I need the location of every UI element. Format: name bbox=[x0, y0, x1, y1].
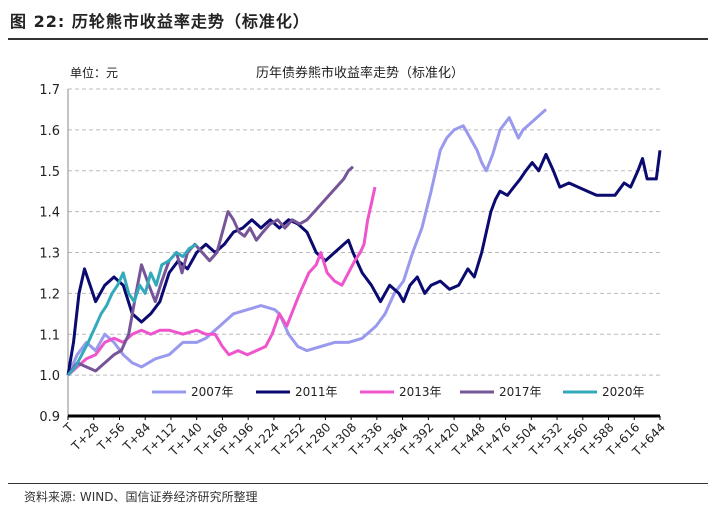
y-tick-label: 1.5 bbox=[39, 165, 60, 180]
figure-title: 图 22: 历轮熊市收益率走势（标准化） bbox=[10, 8, 310, 32]
grid-lines bbox=[67, 88, 660, 418]
y-tick-label: 0.9 bbox=[39, 410, 60, 425]
legend-label-5: 2020年 bbox=[602, 385, 645, 399]
source-note: 资料来源: WIND、国信证券经济研究所整理 bbox=[24, 490, 258, 504]
legend: 2007年 2011年 2013年 2017年 2020年 bbox=[152, 385, 645, 399]
unit-label: 单位：元 bbox=[70, 65, 118, 80]
top-rule bbox=[8, 38, 708, 40]
y-tick-label: 1.0 bbox=[39, 369, 60, 384]
series-line-1 bbox=[66, 108, 547, 376]
legend-label-2: 2011年 bbox=[295, 385, 338, 399]
series-lines bbox=[66, 108, 662, 377]
x-tick-label: T+56 bbox=[94, 420, 128, 454]
legend-label-3: 2013年 bbox=[399, 385, 442, 399]
y-tick-label: 1.4 bbox=[39, 206, 60, 221]
y-tick-label: 1.3 bbox=[39, 247, 60, 262]
series-line-4 bbox=[66, 165, 354, 377]
y-tick-label: 1.7 bbox=[39, 83, 60, 98]
y-tick-label: 1.1 bbox=[39, 328, 60, 343]
x-axis-ticks: TT+28T+56T+84T+112T+140T+168T+196T+224T+… bbox=[60, 416, 668, 459]
series-line-2 bbox=[66, 150, 662, 376]
chart-title: 历年债券熊市收益率走势（标准化） bbox=[256, 65, 464, 81]
series-line-5 bbox=[66, 242, 198, 377]
x-tick-label: T+28 bbox=[68, 420, 102, 454]
y-tick-label: 1.2 bbox=[39, 287, 60, 302]
legend-label-4: 2017年 bbox=[499, 385, 542, 399]
bottom-rule bbox=[8, 483, 708, 484]
legend-label-1: 2007年 bbox=[191, 385, 234, 399]
figure-title-text: 历轮熊市收益率走势（标准化） bbox=[71, 12, 310, 31]
x-tick-label: T bbox=[60, 420, 76, 436]
y-axis-ticks: 0.9 1.0 1.1 1.2 1.3 1.4 1.5 1.6 1.7 bbox=[39, 83, 60, 425]
series-line-3 bbox=[67, 186, 377, 377]
y-tick-label: 1.6 bbox=[39, 124, 60, 139]
figure-label: 图 22: bbox=[10, 12, 66, 31]
